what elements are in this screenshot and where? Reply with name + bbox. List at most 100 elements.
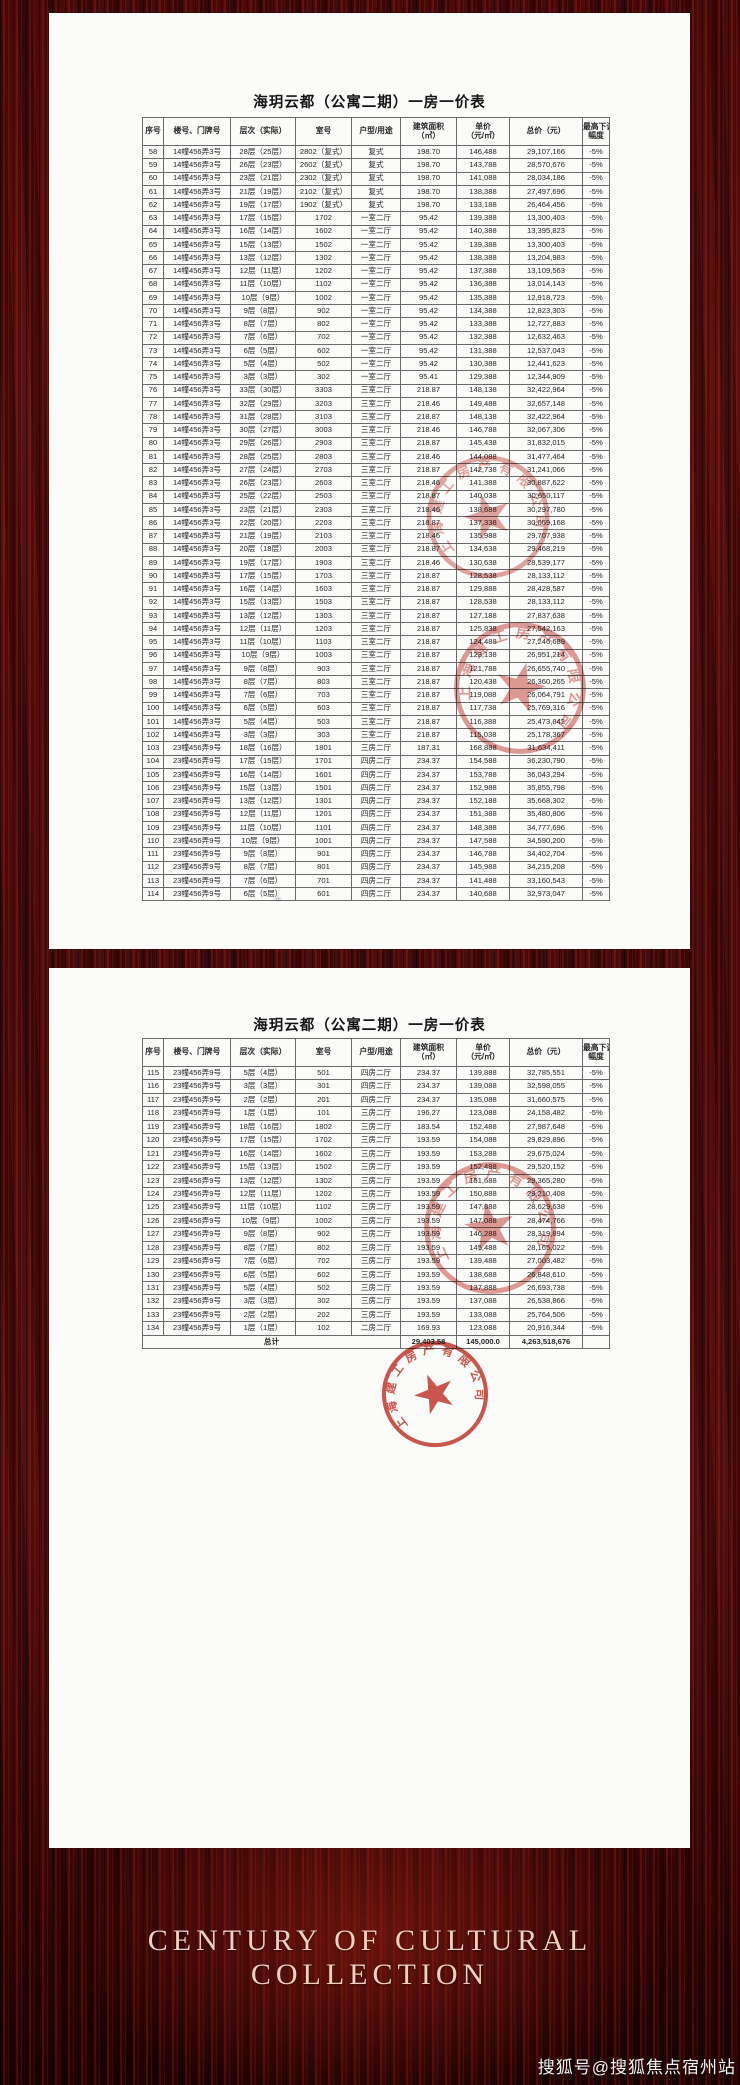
table-cell: 134: [142, 1321, 164, 1336]
table-row: 94 14幢456弄3号 12层（11层） 1203 三室二厅 218.87 125,838…: [142, 621, 610, 637]
table-cell: -5%: [582, 1160, 610, 1175]
table-cell: 23幢456弄9号: [163, 1173, 231, 1188]
table-cell: -5%: [582, 370, 610, 385]
table-cell: 95.42: [400, 317, 457, 332]
table-cell: 23幢456弄9号: [163, 794, 231, 809]
table-cell: 14幢456弄3号: [163, 648, 231, 663]
table-cell: 503: [295, 714, 352, 730]
table-cell: 127: [142, 1227, 164, 1242]
table-cell: 133: [142, 1307, 164, 1323]
table-cell: -5%: [582, 476, 610, 491]
table-cell: 118: [142, 1106, 164, 1121]
table-cell: 31,832,015: [509, 436, 583, 451]
table-cell: 三房二厅: [351, 741, 401, 756]
table-cell: 26,464,456: [509, 197, 583, 213]
table-cell: 三室二厅: [351, 489, 401, 504]
table-cell: 29,107,166: [509, 144, 583, 160]
table-cell: 1701: [295, 754, 352, 769]
table-cell: 一室二厅: [351, 330, 401, 345]
table-cell: 27层（24层）: [230, 462, 296, 478]
table-cell: 14幢456弄3号: [163, 197, 231, 213]
table-cell: 196.27: [400, 1106, 457, 1121]
column-header: 建筑面积 （㎡）: [400, 117, 457, 146]
table-cell: -5%: [582, 886, 610, 902]
table-cell: -5%: [582, 250, 610, 266]
table-cell: 902: [295, 303, 352, 319]
table-cell: 8层（7层）: [230, 674, 296, 690]
table-cell: 135,388: [456, 290, 510, 306]
table-cell: -5%: [582, 701, 610, 716]
table-cell: 17层（15层）: [230, 211, 296, 226]
column-header: 室号: [295, 117, 352, 146]
table-cell: 135,988: [456, 529, 510, 544]
table-cell: 23幢456弄9号: [163, 1106, 231, 1121]
table-row: 125 23幢456弄9号 11层（10层） 1102 三房二厅 193.59 147,88…: [142, 1200, 610, 1215]
table-cell: 12,344,909: [509, 370, 583, 385]
table-cell: 218.87: [400, 635, 457, 650]
table-row: 106 23幢456弄9号 15层（13层） 1501 四房二厅 234.37 152,98…: [142, 780, 610, 796]
table-cell: 133,188: [456, 197, 510, 213]
table-cell: 66: [142, 250, 164, 266]
table-cell: 234.37: [400, 847, 457, 862]
table-cell: 23幢456弄9号: [163, 1213, 231, 1229]
header-row: 序号 楼号、门牌号 层次（实际） 室号 户型/用途 建筑面积 （㎡） 单价 （元/㎡） 总价（元）…: [142, 117, 610, 146]
table-cell: 三室二厅: [351, 648, 401, 663]
table-cell: -5%: [582, 608, 610, 624]
table-cell: 25层（22层）: [230, 489, 296, 504]
table-row: 89 14幢456弄3号 19层（17层） 1903 三室二厅 218.46 130,638…: [142, 555, 610, 571]
table-cell: -5%: [582, 833, 610, 849]
table-cell: 12,441,623: [509, 356, 583, 372]
table-cell: -5%: [582, 847, 610, 862]
table-cell: 三室二厅: [351, 383, 401, 398]
table-cell: -5%: [582, 595, 610, 610]
table-cell: 218.46: [400, 555, 457, 571]
table-cell: 140,688: [456, 886, 510, 902]
table-cell: 2603: [295, 476, 352, 491]
table-row: 87 14幢456弄3号 21层（19层） 2103 三室二厅 218.46 135,988…: [142, 529, 610, 544]
table-row: 95 14幢456弄3号 11层（10层） 1103 三室二厅 218.87 124,488…: [142, 635, 610, 650]
table-cell: 34,215,208: [509, 860, 583, 875]
table-cell: 23幢456弄9号: [163, 1119, 231, 1135]
table-cell: 96: [142, 648, 164, 663]
table-cell: 193.59: [400, 1200, 457, 1215]
table-cell: -5%: [582, 502, 610, 518]
table-cell: 23幢456弄9号: [163, 1133, 231, 1148]
table-cell: 71: [142, 317, 164, 332]
table-cell: 7层（6层）: [230, 1254, 296, 1269]
table-cell: 78: [142, 409, 164, 425]
table-cell: 14幢456弄3号: [163, 370, 231, 385]
table-cell: 234.37: [400, 767, 457, 783]
table-cell: 14幢456弄3号: [163, 250, 231, 266]
table-cell: 117,738: [456, 701, 510, 716]
sohu-watermark: 搜狐号@搜狐焦点宿州站: [537, 2058, 736, 2077]
table-cell: 121: [142, 1146, 164, 1162]
table-cell: 14幢456弄3号: [163, 436, 231, 451]
table-cell: 2503: [295, 489, 352, 504]
table-cell: 102: [142, 727, 164, 743]
table-cell: -5%: [582, 144, 610, 160]
table-cell: 9层（8层）: [230, 661, 296, 677]
table-cell: 6层（5层）: [230, 1267, 296, 1283]
table-cell: 8层（7层）: [230, 860, 296, 875]
table-cell: 26层（23层）: [230, 476, 296, 491]
table-cell: 90: [142, 568, 164, 584]
table-cell: 97: [142, 661, 164, 677]
table-cell: 62: [142, 197, 164, 213]
table-cell: 139,488: [456, 1254, 510, 1269]
table-cell: 1202: [295, 264, 352, 279]
table-row: 91 14幢456弄3号 16层（14层） 1603 三室二厅 218.87 129,888…: [142, 582, 610, 597]
table-cell: 234.37: [400, 860, 457, 875]
table-row: 96 14幢456弄3号 10层（9层） 1003 三室二厅 218.87 123,138 2…: [142, 648, 610, 663]
table-cell: 119,088: [456, 688, 510, 703]
table-row: 118 23幢456弄9号 1层（1层） 101 三房二厅 196.27 123,088 24…: [142, 1106, 610, 1121]
table-cell: -5%: [582, 317, 610, 332]
table-cell: 2003: [295, 542, 352, 557]
table-cell: 218.46: [400, 502, 457, 518]
table-cell: 95.42: [400, 303, 457, 319]
table-cell: -5%: [582, 1079, 610, 1094]
table-cell: -5%: [582, 343, 610, 359]
table-cell: 28,629,638: [509, 1200, 583, 1215]
table-cell: 12,727,883: [509, 317, 583, 332]
table-cell: 113: [142, 873, 164, 889]
table-cell: 三室二厅: [351, 608, 401, 624]
